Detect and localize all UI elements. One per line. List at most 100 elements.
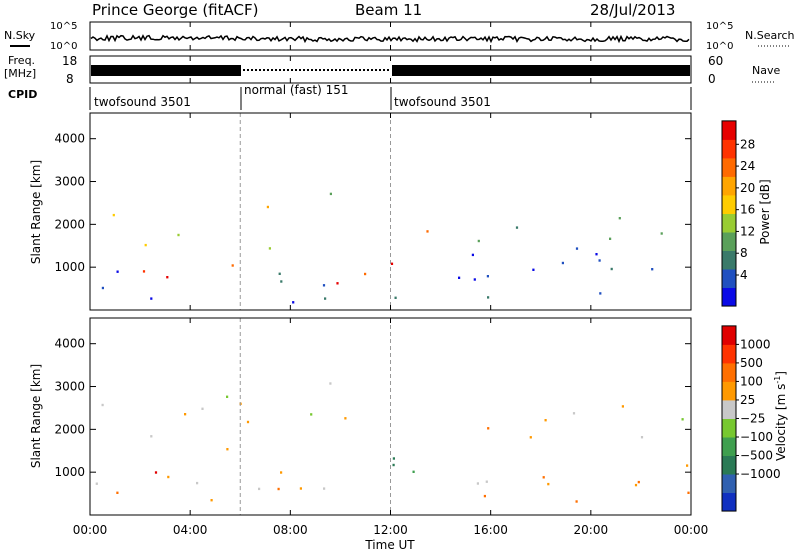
range-gate-cell: [598, 259, 601, 262]
range-gate-cell: [323, 487, 326, 490]
x-tick-label: 12:00: [373, 523, 408, 537]
range-gate-cell: [278, 272, 281, 275]
power-panel: 1000 2000 3000 4000 Slant Range [km] 4 8 12 16…: [29, 112, 772, 311]
range-gate-cell: [277, 487, 280, 491]
freq-panel: Freq. [MHz] 18 8 60 0 Nave: [4, 54, 780, 86]
colorbar-tick-label: 20: [740, 181, 755, 195]
power-cells: [101, 113, 663, 310]
colorbar-tick-label: −500: [740, 449, 773, 463]
range-gate-cell: [210, 499, 213, 502]
range-gate-cell: [142, 270, 146, 273]
range-gate-cell: [515, 226, 519, 229]
range-gate-cell: [268, 247, 271, 250]
beam-title: Beam 11: [355, 1, 422, 19]
range-gate-cell: [687, 491, 690, 494]
range-gate-cell: [201, 407, 204, 410]
y-tick-label: 3000: [54, 175, 85, 189]
colorbar-tick-label: −1000: [740, 467, 781, 481]
range-gate-cell: [412, 470, 415, 473]
range-gate-cell: [95, 482, 98, 485]
range-gate-cell: [329, 192, 332, 196]
range-gate-cell: [547, 482, 550, 486]
colorbar-tick-label: −100: [740, 430, 773, 444]
x-axis-ticks: 00:00 04:00 08:00 12:00 16:00 20:00 00:00: [73, 22, 709, 537]
colorbar-tick-label: 25: [740, 393, 755, 407]
range-gate-cell: [394, 296, 397, 299]
range-gate-cell: [196, 481, 199, 485]
range-gate-cell: [621, 405, 624, 408]
range-gate-cell: [167, 475, 170, 479]
range-gate-cell: [532, 268, 535, 271]
range-gate-cell: [618, 217, 621, 220]
noise-tick-bottom: 10^0: [50, 41, 77, 52]
range-gate-cell: [477, 239, 480, 243]
range-gate-cell: [561, 261, 564, 265]
x-tick-label: 00:00: [73, 523, 108, 537]
colorbar-swatch: [722, 344, 736, 364]
range-gate-cell: [226, 395, 229, 398]
x-tick-label: 16:00: [473, 523, 508, 537]
range-gate-cell: [144, 243, 147, 247]
range-gate-cell: [392, 457, 395, 460]
colorbar-tick-label: 100: [740, 374, 763, 388]
nave-tick-top: 60: [708, 54, 723, 68]
x-axis-label: Time UT: [364, 538, 415, 552]
colorbar-swatch: [722, 250, 736, 270]
nave-tick-bottom: 0: [708, 72, 716, 86]
colorbar-swatch: [722, 437, 736, 456]
range-gate-cell: [226, 448, 229, 451]
cpid-label: CPID: [8, 88, 37, 101]
nsearch-label: N.Search: [745, 29, 795, 42]
range-gate-cell: [476, 482, 479, 485]
range-gate-cell: [529, 436, 532, 439]
cpid-segment-1: twofsound 3501: [94, 95, 191, 109]
range-gate-cell: [609, 237, 612, 240]
y-tick-label: 2000: [54, 422, 85, 436]
range-gate-cell: [575, 500, 578, 503]
range-gate-cell: [246, 420, 250, 424]
colorbar-tick-label: 24: [740, 159, 755, 173]
range-gate-cell: [324, 297, 327, 300]
station-title: Prince George (fitACF): [92, 1, 258, 19]
nave-label: Nave: [752, 64, 780, 77]
range-gate-cell: [392, 463, 395, 467]
range-gate-cell: [116, 270, 119, 273]
y-tick-label: 3000: [54, 380, 85, 394]
range-gate-cell: [299, 487, 302, 490]
range-gate-cell: [634, 483, 638, 487]
colorbar-tick-label: −25: [740, 411, 765, 425]
colorbar-swatch: [722, 455, 736, 475]
noise-tick-top: 10^5: [50, 21, 77, 32]
range-gate-cell: [651, 268, 654, 271]
colorbar-swatch: [722, 176, 736, 196]
x-tick-label: 00:00: [674, 523, 709, 537]
colorbar-swatch: [722, 139, 736, 159]
range-gate-cell: [101, 286, 104, 290]
range-gate-cell: [483, 494, 486, 498]
date-title: 28/Jul/2013: [590, 1, 675, 19]
colorbar-tick-label: 16: [740, 203, 755, 217]
freq-tick-bottom: 8: [66, 72, 74, 86]
nsky-label: N.Sky: [4, 29, 36, 42]
noise-tick-right-top: 10^5: [706, 21, 733, 32]
range-gate-cell: [292, 301, 295, 304]
range-gate-cell: [487, 296, 490, 299]
range-gate-cell: [280, 280, 283, 283]
colorbar-swatch: [722, 362, 736, 382]
colorbar-swatch: [722, 492, 736, 512]
range-gate-cell: [487, 427, 490, 430]
range-gate-cell: [390, 262, 394, 265]
velocity-panel: 1000 2000 3000 4000 Slant Range [km] 1000 50…: [29, 317, 788, 516]
y-tick-label: 2000: [54, 217, 85, 231]
noise-tick-right-bottom: 10^0: [706, 41, 733, 52]
freq-label-1: Freq.: [8, 54, 35, 67]
range-gate-cell: [426, 230, 429, 233]
range-gate-cell: [177, 233, 180, 237]
colorbar-swatch: [722, 418, 736, 438]
noise-panel: N.Sky 10^5 10^0 10^5 10^0 N.Search: [4, 21, 795, 52]
range-gate-cell: [184, 413, 187, 416]
range-gate-cell: [686, 464, 689, 467]
range-gate-cell: [336, 282, 339, 285]
range-gate-cell: [154, 471, 158, 474]
x-tick-label: 20:00: [574, 523, 609, 537]
